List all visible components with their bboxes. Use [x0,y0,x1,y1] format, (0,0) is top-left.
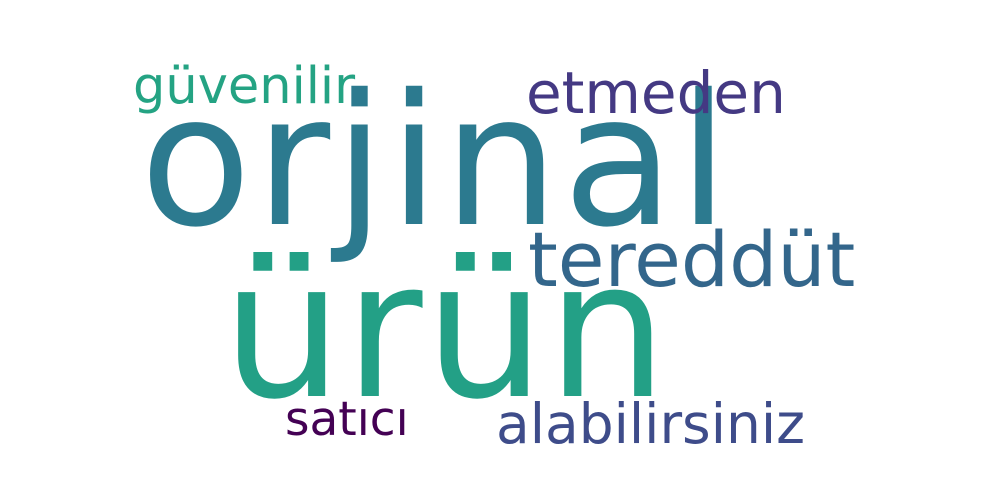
word-satici: satıcı [285,392,409,447]
word-etmeden: etmeden [526,59,786,127]
word-orjinal: orjinal [140,55,733,267]
word-alabilirsiniz: alabilirsiniz [496,392,805,456]
word-urun: ürün [222,220,670,441]
word-tereddut: tereddüt [528,215,856,304]
word-guvenilir: güvenilir [133,57,356,116]
